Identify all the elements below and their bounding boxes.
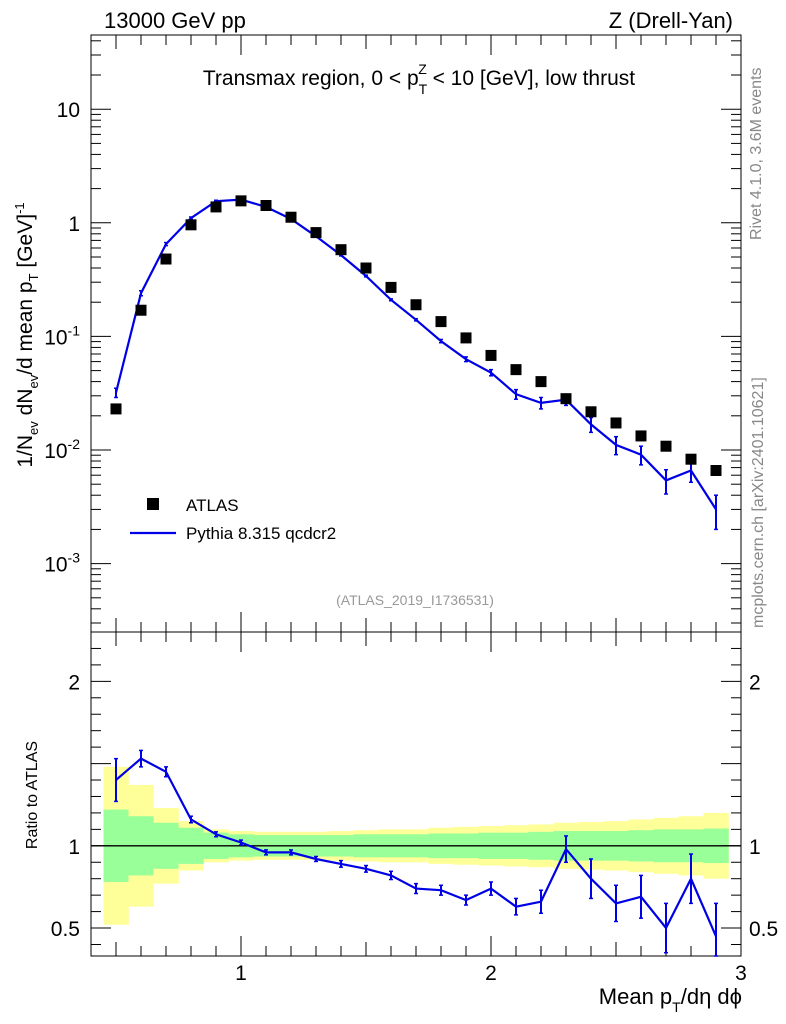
ratio-y-axis-label: Ratio to ATLAS [24,741,41,849]
atlas-data-point [160,253,172,265]
ylabel-sub: ev [26,374,41,388]
ylabel-part: /d mean p [14,281,37,374]
legend-atlas-label: ATLAS [186,496,239,515]
ratio-x-tick-label: 1 [235,962,247,985]
atlas-data-point [435,316,447,328]
ratio-x-tick-labels: 1 2 3 [235,962,747,985]
ylabel-part: dN [14,389,37,422]
atlas-data-point [460,332,472,344]
atlas-data-point [710,465,722,477]
atlas-data-point [110,403,122,415]
source-label: mcplots.cern.ch [arXiv:2401.10621] [750,377,767,628]
atlas-data-point [385,281,397,293]
main-y-tick-labels: 10 1 10-1 10-2 10-3 [44,99,80,576]
atlas-data-point [410,299,422,311]
ratio-y-tick-label: 1 [68,836,80,859]
main-y-tick-label: 1 [68,213,80,236]
title-sub: T [419,81,428,97]
pythia-line [114,198,717,510]
ratio-uncertainty-bands [91,766,741,925]
main-y-tick-label: 10 [57,99,80,122]
x-axis-label: Mean pT/dη dϕ [599,984,742,1015]
main-data-layer [110,195,722,531]
ratio-axis-ticks [90,631,742,956]
main-y-axis-label: 1/Nev dNev/d mean pT [GeV]-1 [12,202,41,467]
ylabel-part: [GeV] [14,214,37,274]
atlas-data-point [560,393,572,405]
legend: ATLAS Pythia 8.315 qcdcr2 [130,496,336,543]
atlas-data-point [235,195,247,207]
ylabel-part: 1/N [14,435,37,468]
ratio-y-tick-label-right: 0.5 [749,918,778,941]
main-axis-ticks [90,35,742,632]
atlas-data-point [210,201,222,213]
ratio-y-tick-labels: 2 2 1 1 0.5 0.5 [51,671,778,941]
ylabel-sub: ev [26,421,41,435]
atlas-data-point [535,376,547,388]
atlas-data-point [660,440,672,452]
atlas-data-point [685,453,697,465]
ratio-y-tick-label-right: 1 [749,836,761,859]
ratio-frame [90,631,742,957]
ratio-panel: 2 2 1 1 0.5 0.5 1 2 3 Ratio to ATLAS Mean pT/dη… [24,631,778,1015]
xlabel-sub: T [672,999,681,1015]
header-collision-label: 13000 GeV pp [104,8,246,33]
xlabel-part: Mean p [599,984,672,1009]
analysis-watermark: (ATLAS_2019_I1736531) [336,592,494,608]
atlas-data-point [260,200,272,212]
xlabel-part: /dη dϕ [681,984,742,1009]
ratio-y-tick-label: 0.5 [51,918,80,941]
title-sup: Z [418,61,427,77]
atlas-data-point [635,430,647,442]
ylabel-sup: -1 [12,202,27,214]
atlas-data-point [360,262,372,274]
atlas-data-point [335,244,347,256]
header-process-label: Z (Drell-Yan) [609,8,733,33]
ratio-x-tick-label: 3 [735,962,747,985]
ylabel-sub: T [26,273,41,281]
atlas-data-point [135,304,147,316]
atlas-data-point [285,211,297,223]
main-y-tick-label: 10-2 [44,436,80,463]
atlas-data-point [485,349,497,361]
ratio-y-tick-label: 2 [68,671,80,694]
panel-title: Transmax region, 0 < pTZ < 10 [GeV], low… [203,61,635,97]
atlas-data-point [510,364,522,376]
atlas-data-point [610,417,622,429]
main-y-tick-label: 10-1 [44,322,80,349]
title-rest: < 10 [GeV], low thrust [427,67,636,90]
atlas-data-point [185,219,197,231]
ratio-y-tick-label-right: 2 [749,671,761,694]
title-text: Transmax region, 0 < p [203,67,419,90]
atlas-data-point [585,406,597,418]
ratio-data-layer [114,749,718,957]
legend-atlas-marker [147,498,159,510]
legend-pythia-label: Pythia 8.315 qcdcr2 [186,524,336,543]
main-y-tick-label: 10-3 [44,550,80,577]
rivet-version-label: Rivet 4.1.0, 3.6M events [748,67,765,240]
atlas-data-point [310,227,322,239]
ratio-x-tick-label: 2 [485,962,497,985]
